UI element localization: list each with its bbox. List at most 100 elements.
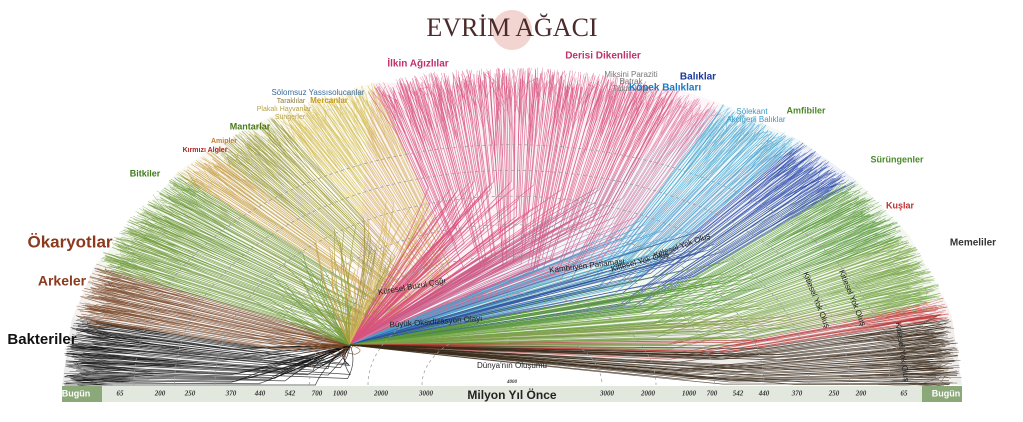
twig xyxy=(537,67,541,131)
twig xyxy=(271,119,293,139)
branch xyxy=(349,89,587,346)
twig xyxy=(836,360,943,373)
twig xyxy=(330,99,374,164)
twig xyxy=(216,165,255,186)
twig xyxy=(851,301,928,324)
twig xyxy=(758,159,813,207)
twig xyxy=(564,70,567,115)
twig xyxy=(787,179,849,225)
twig xyxy=(184,182,215,194)
axis-tick-label: 65 xyxy=(901,390,909,398)
twig xyxy=(817,217,887,257)
twig xyxy=(527,69,533,148)
twig xyxy=(404,77,432,128)
twig xyxy=(69,375,121,377)
twig xyxy=(818,198,864,226)
twig xyxy=(521,68,523,89)
twig xyxy=(771,156,794,176)
twig xyxy=(276,129,290,148)
branch xyxy=(160,197,351,346)
twig xyxy=(885,303,945,319)
twig xyxy=(825,240,903,273)
twig xyxy=(919,330,948,339)
twig xyxy=(899,265,908,269)
twig xyxy=(870,295,936,317)
twig xyxy=(837,232,883,259)
twig xyxy=(703,116,736,164)
twig xyxy=(88,323,165,331)
twig xyxy=(417,88,429,96)
twig xyxy=(730,122,755,140)
twig xyxy=(736,132,776,174)
twig xyxy=(324,112,348,131)
twig xyxy=(469,82,479,126)
twig xyxy=(884,344,951,356)
twig xyxy=(748,123,761,144)
twig xyxy=(867,357,945,367)
twig xyxy=(270,119,296,147)
twig xyxy=(304,103,358,173)
branch xyxy=(304,117,388,346)
twig xyxy=(153,216,231,249)
time-arc xyxy=(367,293,657,386)
axis-tick-label: 370 xyxy=(791,390,803,398)
twig xyxy=(547,70,555,110)
twig xyxy=(696,109,707,136)
twig xyxy=(115,238,230,278)
twig xyxy=(833,207,870,234)
twig xyxy=(494,74,498,154)
twig xyxy=(896,261,920,277)
branch xyxy=(349,108,688,346)
branch xyxy=(239,155,351,346)
twig xyxy=(106,264,190,290)
twig xyxy=(129,248,189,268)
axis-tick-label: 3000 xyxy=(418,390,434,398)
branch xyxy=(103,315,351,358)
twig xyxy=(587,74,600,119)
twig xyxy=(763,160,804,198)
twig xyxy=(541,77,546,96)
twig xyxy=(353,87,372,111)
branch xyxy=(349,266,921,346)
twig xyxy=(485,71,496,82)
twig xyxy=(115,253,163,263)
twig xyxy=(577,86,581,124)
twig xyxy=(848,214,872,227)
clade-fill xyxy=(350,141,857,345)
twig xyxy=(889,347,958,361)
twig xyxy=(88,308,199,328)
branch xyxy=(349,294,922,346)
twig xyxy=(214,146,265,193)
twig xyxy=(199,160,231,188)
twig xyxy=(700,122,757,171)
twig xyxy=(86,296,204,318)
tree xyxy=(62,67,962,390)
twig xyxy=(225,158,297,211)
group-label: İlkin Ağızlılar xyxy=(387,57,448,70)
branch xyxy=(349,175,843,346)
twig xyxy=(82,330,123,337)
twig xyxy=(453,74,471,156)
twig xyxy=(814,242,892,275)
twig xyxy=(389,90,415,128)
twig xyxy=(651,107,681,153)
twig xyxy=(638,90,657,137)
twig xyxy=(807,236,899,275)
twig xyxy=(445,81,460,126)
twig xyxy=(628,88,648,125)
twig xyxy=(608,77,612,93)
branch xyxy=(208,150,351,346)
twig xyxy=(403,84,431,158)
branch xyxy=(349,301,923,346)
twig xyxy=(902,322,941,336)
twig xyxy=(435,76,450,115)
twig xyxy=(826,314,938,337)
twig xyxy=(484,76,488,89)
twig xyxy=(299,116,346,167)
twig xyxy=(716,108,729,128)
twig xyxy=(420,88,439,142)
twig xyxy=(750,136,775,169)
twig xyxy=(141,221,196,244)
twig xyxy=(194,164,227,180)
twig xyxy=(67,352,119,356)
